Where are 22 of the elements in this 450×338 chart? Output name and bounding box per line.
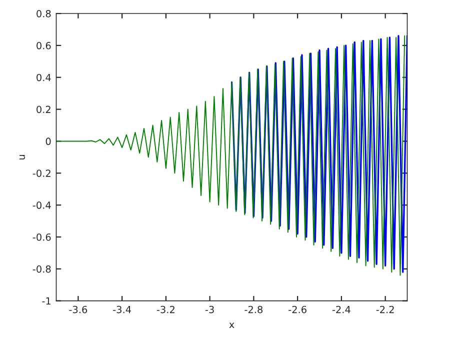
y-tick-label: 0 [46, 138, 51, 146]
x-tick-label: -2.4 [332, 306, 350, 314]
line-series [56, 35, 406, 276]
x-tick-label: -2.6 [288, 306, 306, 314]
x-tick-label: -3.6 [69, 306, 88, 314]
y-tick-label: 0.4 [36, 74, 51, 82]
y-tick-label: 0.8 [36, 10, 51, 18]
x-tick-label: -2.8 [244, 306, 263, 314]
y-tick-label: 0.6 [36, 42, 51, 50]
y-tick-label: -1 [42, 297, 50, 305]
x-tick-label: -2.2 [376, 306, 394, 314]
x-tick-label: -3.4 [113, 306, 132, 314]
x-tick-label: -3 [205, 306, 214, 314]
y-tick-label: -0.8 [32, 265, 51, 273]
y-tick-label: -0.2 [32, 170, 50, 177]
x-axis-title: x [229, 322, 234, 328]
x-tick-label: -3.2 [156, 306, 174, 314]
y-tick-label: -0.4 [32, 202, 51, 209]
y-axis-title: u [19, 154, 25, 160]
line-series [230, 35, 408, 273]
y-tick-label: 0.2 [36, 106, 50, 114]
y-tick-label: -0.6 [32, 233, 51, 241]
